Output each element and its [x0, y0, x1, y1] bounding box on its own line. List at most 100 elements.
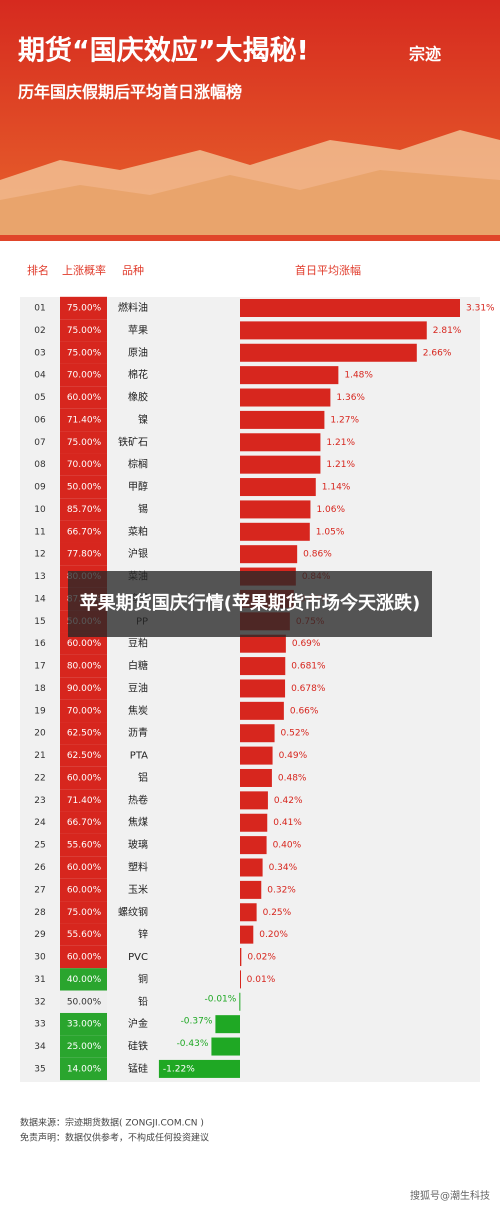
probability: 14.00% — [67, 1064, 102, 1074]
rank: 09 — [34, 483, 46, 493]
rank: 18 — [34, 684, 46, 694]
category: 棕榈 — [128, 458, 148, 471]
value-label: 0.678% — [291, 684, 326, 694]
category: 锰硅 — [128, 1062, 148, 1075]
probability: 40.00% — [67, 975, 102, 985]
probability-cell — [60, 744, 107, 767]
probability-cell — [60, 319, 107, 342]
disclaimer: 免责声明：数据仅供参考，不构成任何投资建议 — [20, 1132, 209, 1144]
probability: 50.00% — [67, 997, 102, 1007]
rank: 33 — [34, 1020, 45, 1030]
value-label: 0.40% — [273, 841, 302, 851]
category: 铁矿石 — [118, 435, 148, 448]
bar — [240, 522, 310, 541]
bar — [240, 343, 417, 362]
bar — [240, 500, 311, 519]
value-label: 2.66% — [423, 348, 452, 358]
category: 铜 — [138, 973, 148, 985]
probability-cell — [60, 1012, 107, 1036]
value-label: 0.66% — [290, 706, 319, 716]
probability: 60.00% — [67, 885, 102, 895]
bar — [240, 948, 242, 967]
category: 焦煤 — [128, 816, 148, 829]
rank: 32 — [34, 997, 45, 1007]
bar — [240, 634, 286, 653]
category: 锌 — [138, 928, 148, 941]
bar — [240, 903, 257, 922]
bar — [158, 1059, 240, 1078]
rank: 12 — [34, 550, 45, 560]
probability: 66.70% — [67, 527, 102, 537]
category: 燃料油 — [118, 301, 148, 314]
category: 铅 — [138, 995, 148, 1008]
rank: 19 — [34, 706, 46, 716]
value-label: 0.34% — [269, 863, 298, 873]
probability: 80.00% — [67, 662, 102, 672]
probability: 60.00% — [67, 863, 102, 873]
probability-cell — [60, 923, 107, 946]
value-label: 0.49% — [279, 751, 308, 761]
category: 菜粕 — [128, 525, 148, 538]
probability-cell — [60, 520, 107, 543]
probability: 75.00% — [67, 304, 102, 314]
col-header: 上涨概率 — [62, 263, 106, 277]
probability-cell — [60, 363, 107, 387]
bar — [240, 701, 284, 720]
bar — [240, 299, 460, 317]
bar — [240, 388, 331, 407]
probability-cell — [60, 811, 107, 834]
probability: 62.50% — [67, 729, 102, 739]
probability: 25.00% — [67, 1042, 102, 1052]
probability-cell — [60, 677, 107, 700]
probability-cell — [60, 789, 107, 812]
category: 塑料 — [128, 861, 148, 874]
source: 数据来源：宗迹期货数据( ZONGJI.COM.CN ) — [20, 1117, 204, 1129]
rank: 02 — [34, 326, 45, 336]
probability-cell — [60, 542, 107, 566]
bar — [240, 858, 263, 877]
value-label: -1.22% — [163, 1064, 195, 1074]
value-label: 0.01% — [247, 975, 276, 985]
rank: 17 — [34, 662, 45, 672]
bar — [240, 724, 275, 743]
rank: 31 — [34, 975, 45, 985]
value-label: -0.37% — [181, 1017, 213, 1027]
watermark: 搜狐号@潮生科技 — [410, 1189, 490, 1202]
bar — [240, 970, 241, 989]
category: 铝 — [138, 772, 148, 784]
probability: 55.60% — [67, 841, 102, 851]
value-label: 0.69% — [292, 639, 321, 649]
category: 沪银 — [128, 547, 148, 560]
probability: 60.00% — [67, 773, 102, 783]
category: 棉花 — [128, 368, 148, 381]
value-label: -0.43% — [177, 1039, 209, 1049]
probability-cell — [60, 341, 107, 364]
probability-cell — [60, 632, 107, 655]
rank: 04 — [34, 371, 46, 381]
col-header: 首日平均涨幅 — [295, 263, 361, 277]
probability-cell — [60, 654, 107, 678]
value-label: 2.81% — [433, 326, 462, 336]
category: 沪金 — [128, 1017, 148, 1030]
value-label: 0.32% — [267, 885, 296, 895]
bar — [240, 366, 339, 385]
rank: 10 — [34, 505, 46, 515]
value-label: 1.21% — [326, 438, 355, 448]
rank: 27 — [34, 885, 45, 895]
stripe — [0, 235, 500, 241]
probability: 85.70% — [67, 505, 102, 515]
bar — [240, 880, 262, 899]
probability: 90.00% — [67, 684, 102, 694]
col-header: 品种 — [122, 263, 144, 277]
value-label: 0.52% — [281, 729, 310, 739]
probability: 77.80% — [67, 550, 102, 560]
bar — [240, 746, 273, 765]
bar — [240, 836, 267, 855]
bar — [215, 1015, 240, 1034]
category: 沥青 — [128, 726, 148, 739]
rank: 13 — [34, 572, 45, 582]
rank: 26 — [34, 863, 46, 873]
probability-cell — [60, 722, 107, 745]
category: 热卷 — [128, 793, 148, 806]
